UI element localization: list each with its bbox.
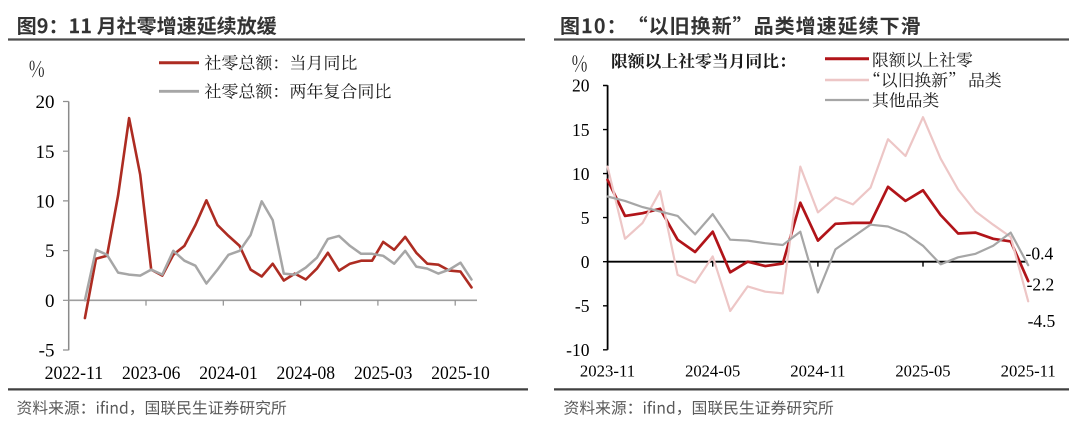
- svg-text:2024-05: 2024-05: [685, 362, 740, 381]
- svg-text:2024-01: 2024-01: [199, 363, 258, 384]
- svg-text:2025-10: 2025-10: [431, 363, 490, 384]
- svg-text:2025-03: 2025-03: [354, 363, 413, 384]
- svg-text:2023-11: 2023-11: [580, 362, 635, 381]
- svg-text:-5: -5: [39, 341, 55, 362]
- svg-text:2025-11: 2025-11: [1001, 362, 1056, 381]
- svg-text:10: 10: [36, 192, 55, 213]
- svg-text:2025-05: 2025-05: [895, 362, 950, 381]
- svg-text:2023-06: 2023-06: [122, 363, 181, 384]
- svg-text:2022-11: 2022-11: [45, 363, 104, 384]
- svg-text:-0.4: -0.4: [1026, 244, 1054, 264]
- svg-text:10: 10: [572, 164, 590, 184]
- svg-text:5: 5: [45, 241, 55, 262]
- svg-text:20: 20: [572, 76, 590, 96]
- svg-text:0: 0: [45, 291, 55, 312]
- svg-text:5: 5: [581, 208, 590, 228]
- svg-text:-5: -5: [575, 296, 590, 316]
- svg-text:15: 15: [36, 142, 55, 163]
- svg-text:2024-08: 2024-08: [277, 363, 336, 384]
- svg-text:-2.2: -2.2: [1027, 275, 1055, 295]
- svg-text:20: 20: [36, 92, 55, 113]
- svg-text:0: 0: [581, 252, 590, 272]
- svg-text:-4.5: -4.5: [1028, 311, 1056, 331]
- svg-text:15: 15: [572, 120, 590, 140]
- svg-text:2024-11: 2024-11: [790, 362, 845, 381]
- svg-text:-10: -10: [566, 340, 590, 360]
